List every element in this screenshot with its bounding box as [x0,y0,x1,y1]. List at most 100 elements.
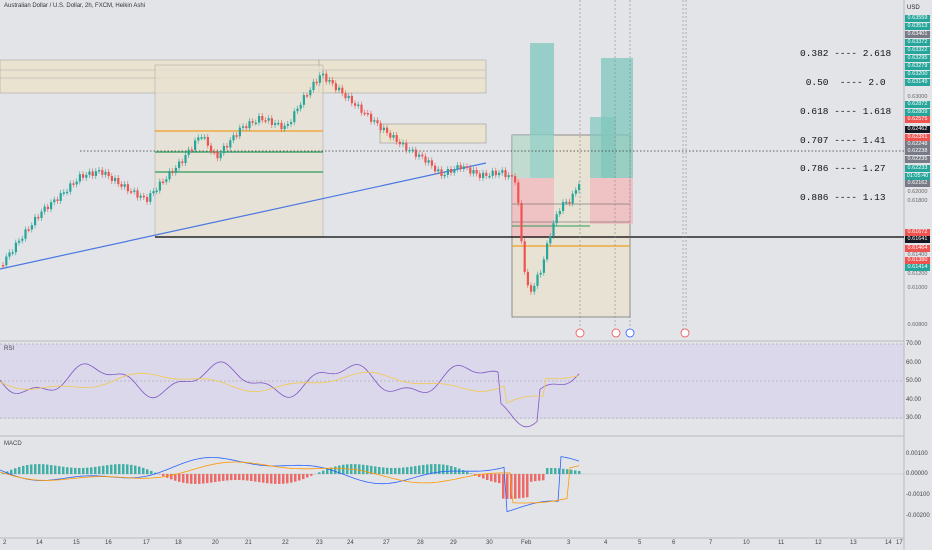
candle [430,160,433,166]
target-zone-1b [512,135,554,178]
price-tag: 0.61380 [905,257,930,264]
candle [165,179,168,182]
macd-bar [54,465,57,474]
macd-bar [534,474,537,482]
macd-bar [450,466,453,474]
candle [446,168,449,175]
candle [213,151,216,154]
candle [482,172,485,178]
candle [578,184,581,191]
macd-bar [390,467,393,474]
macd-bar [538,474,541,481]
time-tick: 14 [885,540,892,546]
candle [264,120,267,122]
candlestick-series [2,70,581,295]
axis-tick: 0.00100 [906,451,928,457]
candle [155,190,158,193]
price-tag: 0.61200 [907,271,928,277]
candle [398,141,401,145]
stop-zone-2 [590,178,633,224]
macd-bar [22,465,25,474]
currency-label[interactable]: USD [907,5,920,11]
candle [402,142,405,145]
candle [350,95,353,104]
candle [450,168,453,173]
macd-bar [242,474,245,481]
candle [453,169,456,173]
macd-bar [126,464,129,474]
macd-bar [550,468,553,474]
candle [242,126,245,128]
candle [168,171,171,180]
macd-bar [118,464,121,474]
candle [283,125,286,130]
price-tag: 0.62809 [905,109,930,116]
macd-bar [42,464,45,474]
candle [293,111,296,123]
candle [5,256,8,266]
macd-bar [218,474,221,482]
macd-bar [194,474,197,484]
macd-bar [570,469,573,474]
macd-bar [482,474,485,479]
macd-bar [454,467,457,474]
price-tag: 0.63279 [905,63,930,70]
time-tick: 18 [175,540,182,546]
candle [187,149,190,156]
candle [408,150,411,152]
macd-bar [434,464,437,474]
candle [370,113,373,122]
price-tag: 0.61641 [905,236,930,243]
macd-bar [446,465,449,474]
macd-bar [114,464,117,474]
candle [258,116,261,123]
fib-row: 0.886 ---- 1.13 [800,192,886,204]
candle [462,166,465,170]
candle [43,206,46,212]
candle [328,80,331,82]
macd-bar [134,465,137,474]
macd-bar [246,474,249,481]
candle [104,171,107,175]
axis-tick: 70.00 [906,341,922,347]
candle [149,193,152,202]
macd-bar [282,474,285,484]
macd-bar [206,474,209,484]
macd-bar [254,474,257,482]
macd-bar [522,474,525,498]
macd-bar [486,474,489,481]
macd-bar [150,470,153,474]
candle [494,170,497,176]
macd-bar [358,464,361,474]
macd-bar [514,474,517,499]
price-tag: 0.63295 [905,55,930,62]
candle [126,184,129,192]
macd-bar [170,474,173,480]
macd-bar [518,474,521,499]
candle [338,87,341,91]
macd-bar [542,474,545,481]
candle [318,75,321,83]
macd-bar [226,474,229,481]
candle [555,214,558,224]
macd-bar [94,466,97,474]
candle [507,175,510,178]
candle [379,123,382,131]
rsi-label[interactable]: RSI [4,346,15,352]
candle [459,165,462,170]
symbol-title: Australian Dollar / U.S. Dollar, 2h, FXC… [4,3,146,9]
macd-bar [502,474,505,499]
candle [344,93,347,99]
candle [437,169,440,172]
time-tick: 10 [743,540,750,546]
macd-bar [162,474,165,477]
macd-bar [334,466,337,474]
macd-label[interactable]: MACD [4,441,22,447]
macd-bar [90,467,93,474]
candle [392,134,395,138]
time-tick: 30 [486,540,493,546]
time-tick: 3 [567,540,571,546]
candle [53,199,56,203]
macd-bar [330,467,333,474]
